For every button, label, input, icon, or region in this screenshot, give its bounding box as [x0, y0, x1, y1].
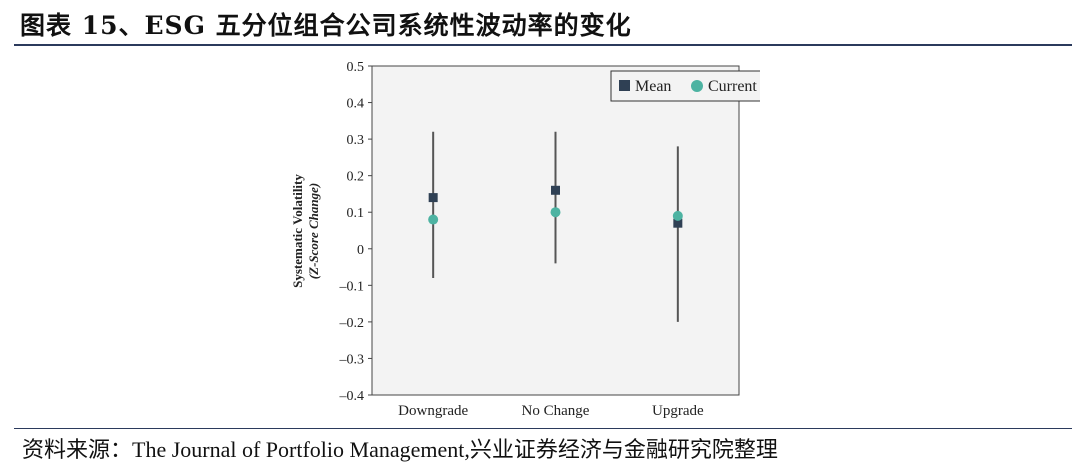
- current-point: [672, 210, 683, 221]
- x-tick-label: No Change: [522, 403, 590, 419]
- current-point: [550, 207, 561, 218]
- y-tick-label: 0.1: [347, 206, 365, 221]
- y-tick-label: 0: [357, 243, 364, 258]
- legend-mean-label: Mean: [635, 78, 671, 95]
- source-note: 资料来源：The Journal of Portfolio Management…: [22, 437, 778, 462]
- legend-mean-marker: [619, 80, 630, 91]
- y-tick-label: 0.3: [347, 133, 365, 148]
- mean-point: [673, 218, 683, 228]
- y-axis-label: Systematic Volatility (Z-Score Change): [290, 174, 321, 288]
- current-point: [428, 214, 439, 225]
- x-tick-label: Upgrade: [652, 403, 704, 419]
- y-tick-label: 0.2: [347, 170, 365, 185]
- legend-current-marker: [691, 80, 703, 92]
- y-tick-label: 0.5: [347, 60, 365, 75]
- volatility-chart: 0.5 0.4 0.3 0.2 0.1 0 –0.1 –0.2 –0.3 –0.4 Downgra…: [290, 60, 760, 419]
- legend: Mean Current: [610, 70, 760, 102]
- y-axis-label-line1: Systematic Volatility: [290, 174, 305, 288]
- y-tick-label: –0.3: [339, 352, 365, 367]
- y-tick-label: 0.4: [347, 97, 365, 112]
- y-tick-label: –0.2: [339, 316, 365, 331]
- y-tick-label: –0.1: [339, 279, 365, 294]
- legend-box: [610, 70, 760, 102]
- footer-divider: [14, 428, 1072, 429]
- y-tick-label: –0.4: [339, 389, 365, 404]
- mean-point: [551, 185, 560, 195]
- page-title: 图表 15、ESG 五分位组合公司系统性波动率的变化: [20, 11, 632, 40]
- x-axis: Downgrade No Change Upgrade: [398, 403, 704, 419]
- y-axis: 0.5 0.4 0.3 0.2 0.1 0 –0.1 –0.2 –0.3 –0.4: [339, 60, 372, 404]
- chart-container: 0.5 0.4 0.3 0.2 0.1 0 –0.1 –0.2 –0.3 –0.4 Downgra…: [280, 54, 760, 424]
- legend-current-label: Current: [708, 78, 757, 95]
- title-bar: 图表 15、ESG 五分位组合公司系统性波动率的变化: [0, 0, 1080, 46]
- y-axis-label-line2: (Z-Score Change): [306, 183, 321, 279]
- x-tick-label: Downgrade: [398, 403, 468, 419]
- data-points: [428, 185, 683, 228]
- mean-point: [428, 193, 438, 203]
- title-divider: [14, 44, 1072, 46]
- range-lines: [432, 131, 679, 322]
